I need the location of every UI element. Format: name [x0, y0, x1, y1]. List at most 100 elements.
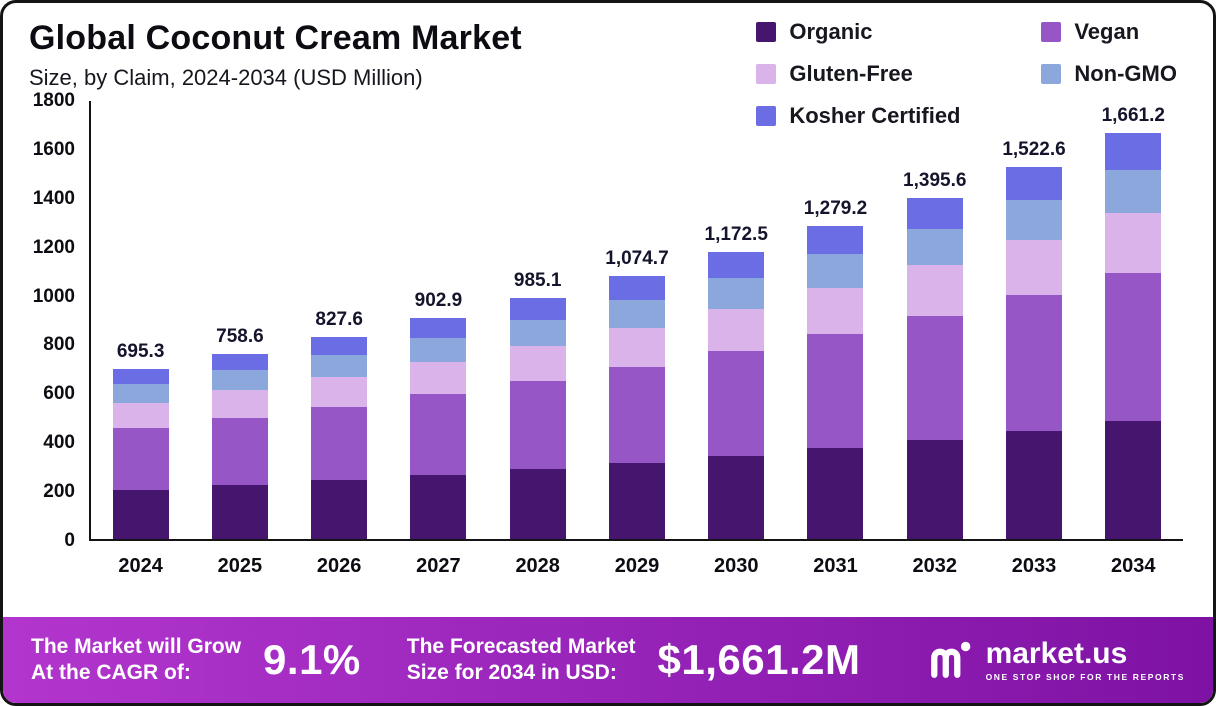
legend-label: Organic	[789, 19, 873, 44]
x-axis-label: 2034	[1111, 555, 1156, 577]
bar-segment-vegan	[1105, 273, 1162, 422]
y-axis: 0 200 400 600 800 1000 1200 1400 1600 1800	[23, 90, 89, 551]
bar-segment-vegan	[608, 366, 665, 463]
y-tick-label: 400	[43, 432, 75, 454]
x-axis-label: 2033	[1011, 555, 1057, 577]
bar-segment-gluten-free	[807, 287, 864, 335]
bar-stack	[1006, 166, 1063, 539]
legend-label: Kosher Certified	[789, 103, 961, 128]
legend-item: Non-GMO	[1041, 61, 1177, 87]
bar-total-label: 1,522.6	[1002, 138, 1066, 160]
bar-segment-kosher-certified	[311, 336, 368, 355]
bar-segment-organic	[1105, 421, 1162, 539]
bar-stack	[608, 276, 665, 539]
bar-segment-vegan	[410, 394, 467, 476]
bar-total-label: 758.6	[216, 325, 264, 347]
bar-column: 827.6	[290, 101, 389, 539]
legend: Organic Vegan Gluten-Free Non-GMO Kosher Cer…	[756, 19, 1177, 129]
bar-segment-non-gmo	[608, 299, 665, 329]
y-tick-label: 1000	[32, 285, 75, 307]
bar-segment-gluten-free	[708, 308, 765, 352]
x-axis-label: 2031	[813, 555, 858, 577]
cagr-value: 9.1%	[263, 636, 361, 683]
bar-segment-non-gmo	[211, 370, 268, 391]
bar-column: 695.3	[91, 101, 190, 539]
bar-total-label: 827.6	[315, 308, 363, 330]
y-tick-label: 0	[64, 530, 75, 551]
bar-segment-non-gmo	[410, 338, 467, 362]
bar-stack	[708, 252, 765, 539]
bar-segment-vegan	[1006, 295, 1063, 432]
y-tick-label: 1200	[32, 236, 75, 258]
x-axis-label: 2032	[912, 555, 958, 577]
bar-segment-kosher-certified	[906, 197, 963, 229]
bar-segment-organic	[211, 485, 268, 539]
bar-column: 985.1	[488, 101, 587, 539]
bar-segment-kosher-certified	[211, 353, 268, 371]
legend-item: Gluten-Free	[756, 61, 1011, 87]
bar-segment-organic	[906, 440, 963, 539]
legend-swatch	[756, 64, 777, 84]
bar-total-label: 1,661.2	[1101, 104, 1165, 126]
chart-title: Global Coconut Cream Market	[29, 19, 522, 57]
x-axis-label: 2024	[118, 555, 163, 577]
x-axis-label: 2029	[614, 555, 660, 577]
bar-segment-gluten-free	[1105, 212, 1162, 274]
bar-total-label: 695.3	[116, 341, 165, 363]
y-tick-label: 1400	[32, 187, 75, 209]
bar-stack	[807, 226, 864, 539]
legend-label: Vegan	[1074, 19, 1140, 44]
bar-segment-vegan	[807, 334, 864, 449]
bar-segment-non-gmo	[807, 254, 864, 288]
bar-stack	[112, 369, 169, 539]
bar-segment-vegan	[708, 351, 765, 456]
bar-segment-kosher-certified	[1006, 166, 1063, 201]
bar-stack	[410, 318, 467, 539]
bar-column: 1,074.7	[587, 101, 686, 539]
bar-segment-non-gmo	[509, 319, 566, 346]
bar-segment-non-gmo	[112, 384, 169, 403]
bar-segment-gluten-free	[112, 402, 169, 428]
y-tick-label: 800	[43, 334, 75, 356]
bar-segment-kosher-certified	[708, 252, 765, 279]
legend-swatch	[1041, 64, 1062, 84]
bar-column: 1,522.6	[984, 101, 1083, 539]
bar-segment-gluten-free	[211, 390, 268, 418]
bar-segment-organic	[708, 455, 765, 539]
bar-segment-gluten-free	[311, 376, 368, 407]
bar-total-label: 1,172.5	[704, 224, 768, 246]
bar-column: 758.6	[190, 101, 289, 539]
bar-segment-kosher-certified	[410, 318, 467, 339]
bar-segment-kosher-certified	[807, 226, 864, 255]
legend-swatch	[756, 106, 777, 126]
bar-segment-gluten-free	[410, 361, 467, 395]
x-axis-label: 2028	[515, 555, 560, 577]
bar-column: 1,661.2	[1084, 101, 1183, 539]
legend-label: Non-GMO	[1074, 61, 1177, 86]
y-tick-label: 1600	[32, 138, 75, 160]
market-us-logo-icon	[928, 637, 974, 684]
bar-segment-organic	[112, 489, 169, 539]
bar-column: 1,395.6	[885, 101, 984, 539]
legend-swatch	[1041, 22, 1062, 42]
bar-segment-gluten-free	[608, 328, 665, 367]
bar-segment-vegan	[211, 417, 268, 486]
bar-total-label: 1,074.7	[605, 248, 669, 270]
bar-total-label: 1,395.6	[903, 169, 967, 191]
bar-segment-organic	[509, 469, 566, 539]
legend-label: Gluten-Free	[789, 61, 913, 86]
bar-segment-gluten-free	[509, 345, 566, 382]
y-tick-label: 200	[43, 481, 75, 503]
bar-stack	[509, 298, 566, 539]
bar-total-label: 1,279.2	[803, 198, 868, 220]
bar-total-label: 902.9	[414, 290, 463, 312]
forecast-label: The Forecasted Market Size for 2034 in U…	[406, 634, 636, 684]
y-tick-label: 600	[43, 383, 75, 405]
legend-item: Kosher Certified	[756, 103, 1011, 129]
chart-area: 0 200 400 600 800 1000 1200 1400 1600 1800 695.3 7…	[3, 90, 1213, 578]
x-axis-label: 2026	[316, 555, 362, 577]
legend-swatch	[756, 22, 777, 42]
plot-area: 695.3 758.6 827.6 902.9 985.1 1,074.7 1,172.5 1…	[89, 101, 1183, 541]
y-tick-label: 1800	[32, 90, 75, 111]
